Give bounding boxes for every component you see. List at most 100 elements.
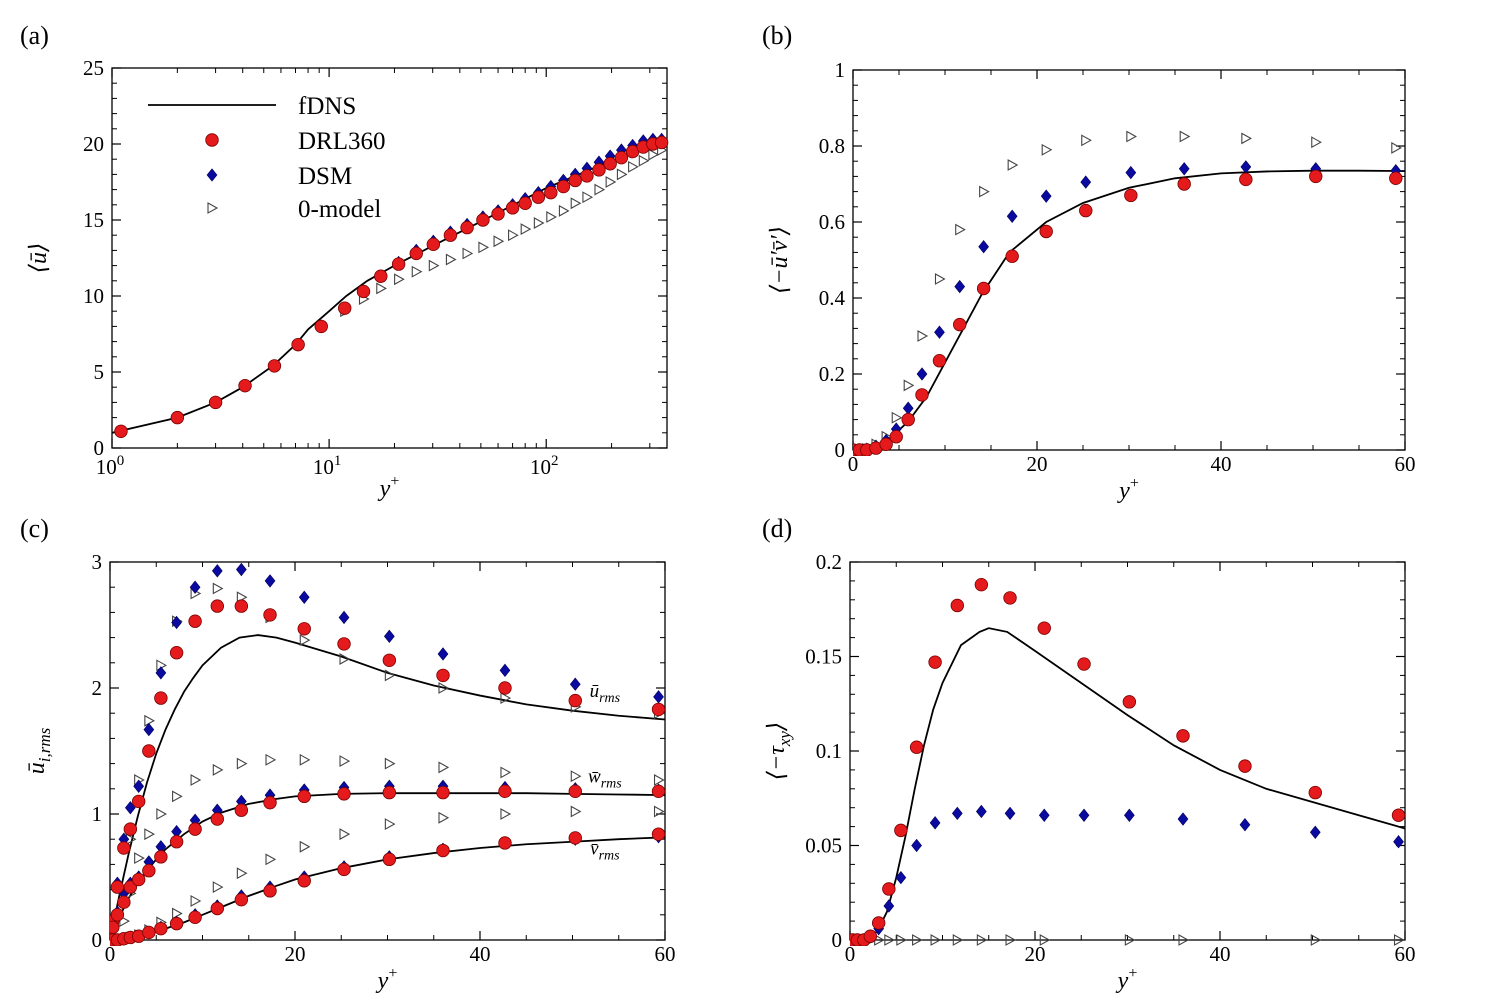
series-DRL360-u-marker: [234, 599, 249, 613]
series-zero_model-v-marker: [384, 818, 396, 831]
series-zero_model-marker: [1005, 934, 1017, 946]
series-zero_model-w-marker: [190, 774, 202, 786]
series-DRL360-v-marker: [568, 831, 582, 845]
series-DRL360-w-marker: [154, 850, 168, 864]
series-DRL360-w-marker: [117, 895, 131, 909]
series-DRL360-u-marker: [498, 681, 512, 695]
series-zero_model-w-marker: [172, 790, 183, 803]
legend-label-zero_model: 0-model: [298, 196, 381, 223]
series-zero_model-w-marker: [236, 757, 248, 770]
series-zero_model-w-marker: [339, 755, 351, 768]
series-DRL360-marker: [238, 378, 252, 393]
series-zero_model-marker: [976, 934, 988, 946]
series-DSM-marker: [1038, 808, 1050, 822]
panel-label: (b): [762, 21, 792, 50]
series-DSM-u-marker: [499, 663, 511, 678]
x-tick-label: 102: [530, 453, 559, 479]
series-zero_model-marker: [493, 235, 505, 248]
series-DRL360-marker: [901, 412, 915, 427]
series-DSM-marker: [934, 325, 945, 339]
series-zero_model-v-marker: [653, 805, 665, 818]
series-zero_model-w-marker: [500, 766, 512, 779]
series-DRL360-v-marker: [142, 925, 156, 940]
series-zero_model-marker: [1039, 934, 1051, 946]
series-DSM-marker: [951, 806, 963, 821]
legend: fDNS DRL360 DSM 0-model: [148, 93, 386, 223]
series-zero_model-marker: [1081, 134, 1092, 147]
series-DRL360-marker: [491, 207, 505, 221]
series-zero_model-marker: [1310, 934, 1322, 946]
series-zero_model-w-marker: [265, 753, 277, 766]
series-zero_model-u-marker: [299, 634, 311, 647]
series-DRL360-w-marker: [263, 795, 277, 810]
x-tick-label: 60: [655, 942, 676, 966]
series-zero_model-w-marker: [134, 852, 145, 865]
series-DSM-marker: [1080, 175, 1092, 189]
series-DSM-marker: [1004, 806, 1016, 821]
legend-DSM-marker: [206, 168, 218, 182]
series-DRL360-v-marker: [337, 862, 351, 877]
x-tick-label: 40: [470, 942, 491, 966]
series-DRL360-marker: [882, 882, 896, 896]
series-DRL360-u-marker: [188, 614, 202, 628]
y-tick-label: 0: [92, 928, 103, 952]
series-zero_model-w-marker: [384, 757, 396, 770]
y-tick-label: 0.6: [819, 210, 845, 234]
series-DSM-marker: [929, 816, 941, 830]
series-zero_model-marker: [445, 253, 457, 266]
series-zero_model-marker: [952, 934, 964, 946]
series-DSM-marker: [916, 367, 928, 381]
legend-label-DSM: DSM: [298, 163, 352, 190]
series-DRL360-marker: [1122, 695, 1137, 709]
series-DRL360-marker: [1308, 785, 1322, 800]
series-zero_model-v-marker: [236, 867, 248, 880]
legend-DRL360-marker: [205, 133, 219, 147]
series-DSM-u-marker: [384, 629, 395, 644]
y-tick-label: 0.05: [805, 834, 842, 858]
x-tick-label: 40: [1211, 452, 1232, 476]
series-DSM-marker: [1393, 835, 1404, 849]
series-DSM-marker: [1125, 165, 1137, 180]
series-zero_model-marker: [411, 265, 423, 278]
y-tick-label: 1: [92, 802, 103, 826]
y-axis-label: ūi,rms: [24, 727, 54, 774]
series-DRL360-marker: [1039, 224, 1053, 239]
series-zero_model-v-marker: [172, 907, 183, 920]
series-DRL360-marker: [1079, 203, 1093, 218]
series-zero_model-v-marker: [299, 840, 311, 853]
y-tick-label: 25: [83, 56, 104, 80]
series-DRL360-marker: [374, 269, 388, 283]
series-DRL360-marker: [267, 359, 282, 373]
series-DSM-u-marker: [133, 779, 145, 793]
series-DSM-u-marker: [189, 580, 201, 594]
series-zero_model-marker: [616, 168, 628, 181]
series-DRL360-marker: [879, 437, 893, 452]
series-zero_model-u-marker: [384, 669, 396, 682]
series-zero_model-marker: [376, 282, 387, 295]
series-DRL360-marker: [592, 163, 606, 177]
series-DRL360-marker: [531, 190, 546, 204]
series-DRL360-u-marker: [382, 653, 397, 667]
y-tick-label: 0: [832, 928, 843, 952]
series-DSM-marker: [902, 401, 914, 415]
x-tick-label: 20: [285, 942, 306, 966]
y-axis-label: ⟨−ū′v̄′⟩: [767, 226, 793, 294]
series-DSM-u-marker: [211, 564, 223, 578]
series-zero_model-marker: [896, 934, 908, 946]
series-DRL360-u-marker: [651, 702, 666, 717]
series-DRL360-u-marker: [123, 822, 138, 836]
y-tick-label: 15: [83, 208, 104, 232]
series-zero_model-marker: [462, 247, 474, 260]
series-DRL360-marker: [208, 395, 223, 410]
y-tick-label: 0.2: [816, 550, 842, 574]
series-DRL360-marker: [544, 185, 558, 200]
series-zero_model-u-marker: [438, 682, 450, 694]
series-DSM-u-marker: [653, 690, 664, 704]
series-zero_model-marker: [1007, 159, 1019, 171]
y-tick-label: 0.2: [819, 362, 845, 386]
series-DRL360-marker: [338, 301, 352, 315]
series-zero_model-marker: [930, 934, 942, 946]
plot-frame: [852, 69, 1406, 451]
series-DRL360-marker: [314, 319, 328, 334]
plot-frame: [849, 561, 1406, 941]
